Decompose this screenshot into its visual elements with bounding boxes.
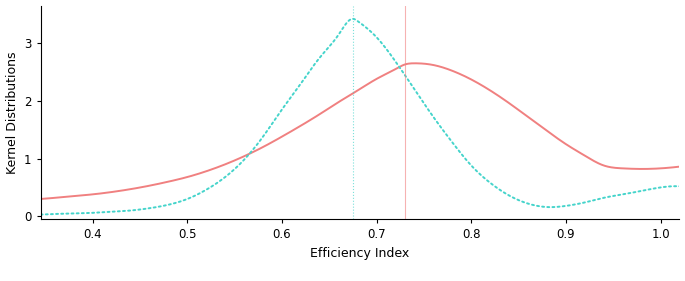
Y-axis label: Kernel Distributions: Kernel Distributions (5, 51, 18, 174)
X-axis label: Efficiency Index: Efficiency Index (310, 247, 410, 260)
